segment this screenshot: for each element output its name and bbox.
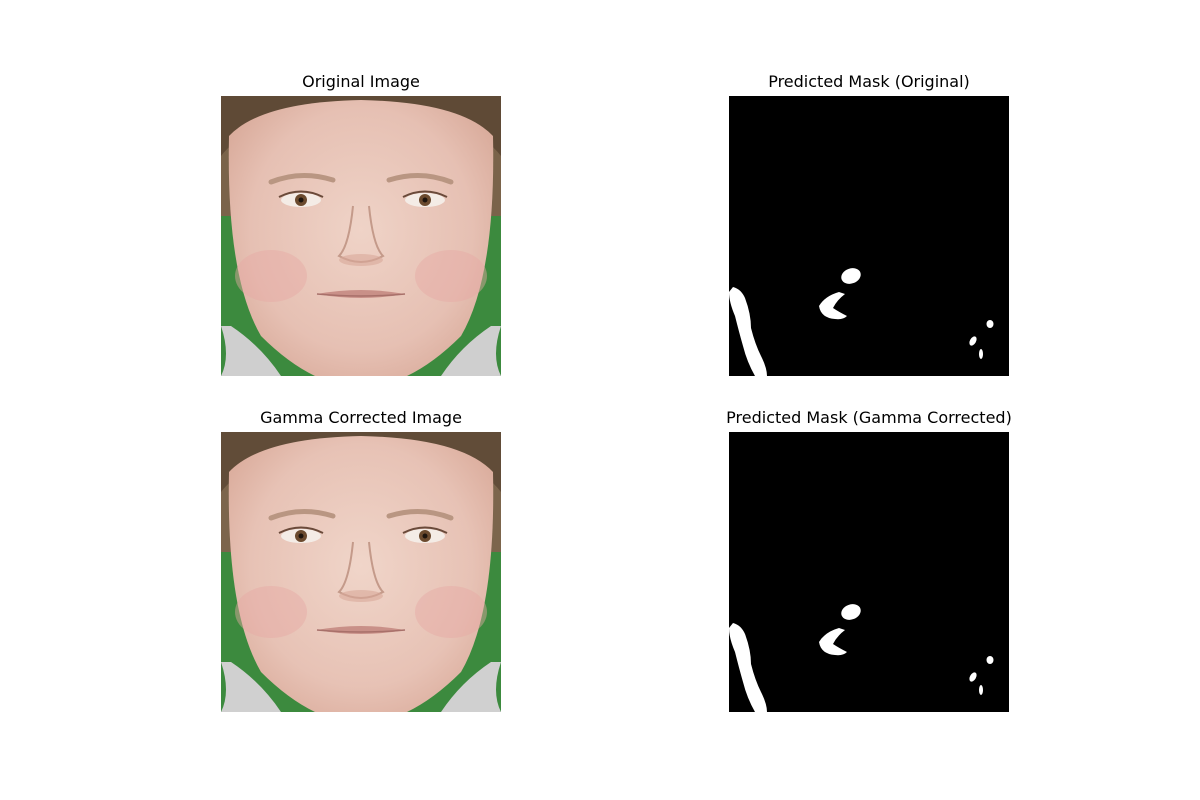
original-image xyxy=(221,96,501,376)
panel-title-predicted-mask-gamma-corrected: Predicted Mask (Gamma Corrected) xyxy=(726,408,1012,427)
mask-original xyxy=(729,96,1009,376)
predicted-mask-original xyxy=(729,96,1009,376)
panel-title-predicted-mask-original: Predicted Mask (Original) xyxy=(768,72,970,91)
mask-gamma-corrected xyxy=(729,432,1009,712)
panel-title-original-image: Original Image xyxy=(302,72,420,91)
panel-title-gamma-corrected-image: Gamma Corrected Image xyxy=(260,408,462,427)
gamma-corrected-image xyxy=(221,432,501,712)
face-photo-original xyxy=(221,96,501,376)
face-photo-gamma-corrected xyxy=(221,432,501,712)
predicted-mask-gamma-corrected xyxy=(729,432,1009,712)
